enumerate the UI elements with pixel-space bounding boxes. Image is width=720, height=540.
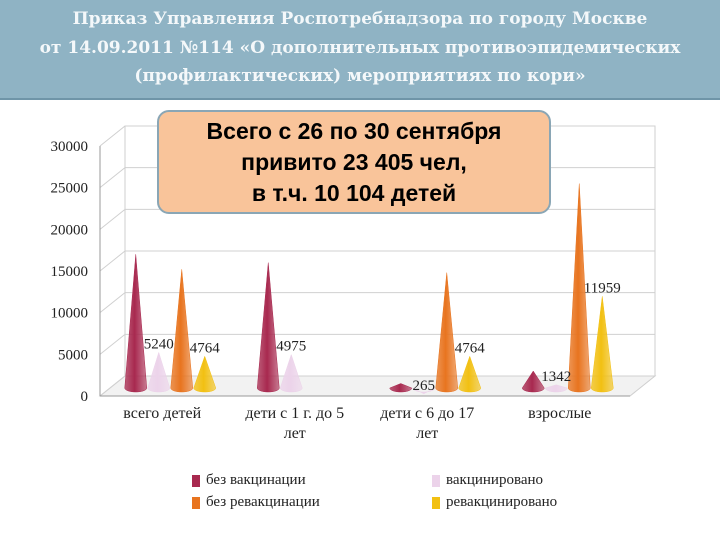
y-tick-label: 0 (81, 389, 89, 405)
legend-swatch (192, 475, 200, 487)
data-label: 5240 (144, 336, 174, 352)
cone-bar (147, 351, 171, 393)
cone-bar (279, 353, 303, 393)
header-title-line-2: от 14.09.2011 №114 «О дополнительных про… (39, 38, 681, 58)
slide-header: Приказ Управления Роспотребнадзора по го… (0, 0, 720, 100)
cone-bar (256, 262, 280, 393)
cone-bar (193, 355, 217, 393)
summary-callout: Всего с 26 по 30 сентября привито 23 405… (157, 110, 551, 214)
x-category-label: дети с 6 до 17 (380, 405, 474, 422)
x-category-label: всего детей (123, 405, 201, 422)
y-tick-label: 10000 (51, 306, 89, 322)
cone-bar (544, 384, 568, 393)
legend-swatch (432, 497, 440, 509)
cone-bar (412, 387, 436, 395)
legend-swatch (432, 475, 440, 487)
y-tick-label: 15000 (51, 264, 89, 280)
y-tick-label: 25000 (51, 181, 89, 197)
data-label: 4975 (276, 339, 306, 355)
gridline (99, 375, 655, 397)
callout-line-1: Всего с 26 по 30 сентября (206, 118, 502, 144)
data-label: 4764 (455, 340, 486, 356)
callout-line-3: в т.ч. 10 104 детей (251, 180, 457, 206)
x-category-label: лет (416, 425, 438, 442)
y-tick-label: 20000 (51, 222, 89, 238)
cone-bar (458, 355, 482, 393)
cone-bar (567, 183, 591, 393)
data-label: 11959 (584, 280, 621, 296)
data-label: 4764 (190, 340, 221, 356)
legend-label: без вакцинации (206, 472, 306, 488)
cone-bar (124, 254, 148, 393)
y-tick-label: 30000 (51, 139, 89, 155)
x-category-label: взрослые (528, 405, 591, 422)
data-label: 1342 (541, 369, 571, 385)
legend-label: ревакцинировано (446, 494, 558, 510)
header-title-line-3: (профилактических) мероприятиях по кори» (134, 66, 586, 86)
legend-swatch (192, 497, 200, 509)
cone-bar (590, 296, 614, 393)
gridline (99, 333, 655, 355)
legend-label: вакцинировано (446, 472, 544, 488)
gridline (99, 250, 655, 272)
cone-bar (389, 383, 413, 393)
callout-line-2: привито 23 405 чел, (241, 149, 467, 175)
y-tick-label: 5000 (58, 347, 88, 363)
legend-label: без ревакцинации (206, 494, 320, 510)
x-category-label: лет (284, 425, 306, 442)
data-label: 265 (413, 378, 436, 394)
cone-bar (521, 370, 545, 393)
cone-bar (435, 272, 459, 393)
header-title-line-1: Приказ Управления Роспотребнадзора по го… (72, 9, 648, 29)
gridline (99, 292, 655, 314)
cone-bar (170, 269, 194, 393)
x-category-label: дети с 1 г. до 5 (245, 405, 344, 422)
